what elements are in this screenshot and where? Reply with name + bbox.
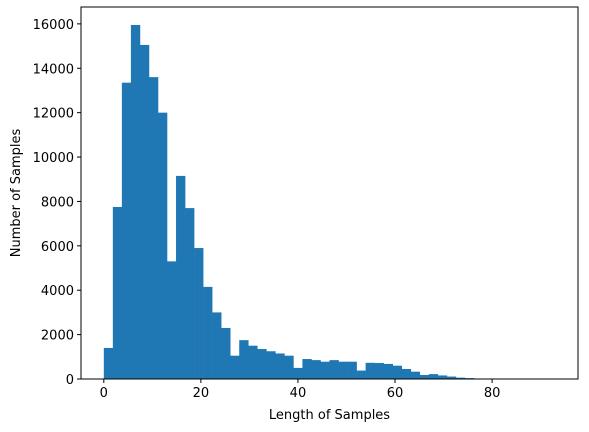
histogram-bar [103,347,114,379]
histogram-bar [194,248,204,379]
histogram-bar [392,365,403,379]
histogram-bar [383,363,393,379]
histogram-bar [239,340,249,379]
histogram-bar [428,374,439,379]
x-tick-label: 20 [193,386,210,401]
histogram-bar [148,77,159,379]
y-tick-label: 4000 [41,284,74,299]
histogram-bar [167,261,177,379]
x-tick-label: 0 [100,386,108,401]
y-tick-label: 0 [66,373,74,388]
histogram-bar [437,375,448,379]
y-axis-label: Number of Samples [9,129,24,258]
x-axis-label: Length of Samples [269,408,390,423]
histogram-bar [455,377,466,379]
histogram-bar [112,206,123,379]
histogram-bar [284,355,294,379]
histogram-bar [230,355,240,379]
histogram-bar [311,360,321,379]
y-axis: 0 2000 4000 6000 8000 10000 12000 14000 16000 [33,18,81,388]
histogram-bar [446,376,457,379]
y-tick-label: 6000 [41,240,74,255]
y-tick-label: 8000 [41,195,74,210]
histogram-bar [410,371,421,379]
histogram-bar [347,361,357,379]
x-tick-label: 80 [484,386,501,401]
plot-frame [80,6,579,380]
histogram-bar [212,312,222,379]
histogram-bar [266,351,276,379]
histogram-bar [121,82,132,379]
histogram-bar [338,361,348,379]
histogram-bar [365,362,375,379]
y-tick-label: 16000 [33,18,74,33]
histogram-bar [401,369,412,379]
y-tick-label: 12000 [33,107,74,122]
y-tick-label: 14000 [33,62,74,77]
x-tick-label: 60 [387,386,404,401]
histogram-bar [302,359,312,379]
histogram-bar [130,24,141,380]
histogram-bar [176,175,186,379]
histogram-bar [157,112,168,379]
histogram-bar [275,353,285,379]
histogram-bar [203,286,213,379]
histogram-bar [374,363,384,379]
y-tick-label: 10000 [33,151,74,166]
histogram-bar [139,44,150,380]
y-tick-label: 2000 [41,329,74,344]
histogram-bar [257,349,267,379]
histogram-bar [185,208,195,379]
x-axis: 0 20 40 60 80 [100,379,501,401]
histogram-bars [103,24,556,380]
histogram-bar [419,375,430,379]
histogram-bar [320,361,330,379]
x-tick-label: 40 [290,386,307,401]
histogram-bar [293,367,303,379]
histogram-bar [248,345,258,379]
histogram-bar [221,327,231,379]
histogram-bar [329,360,339,379]
histogram-bar [356,370,366,379]
